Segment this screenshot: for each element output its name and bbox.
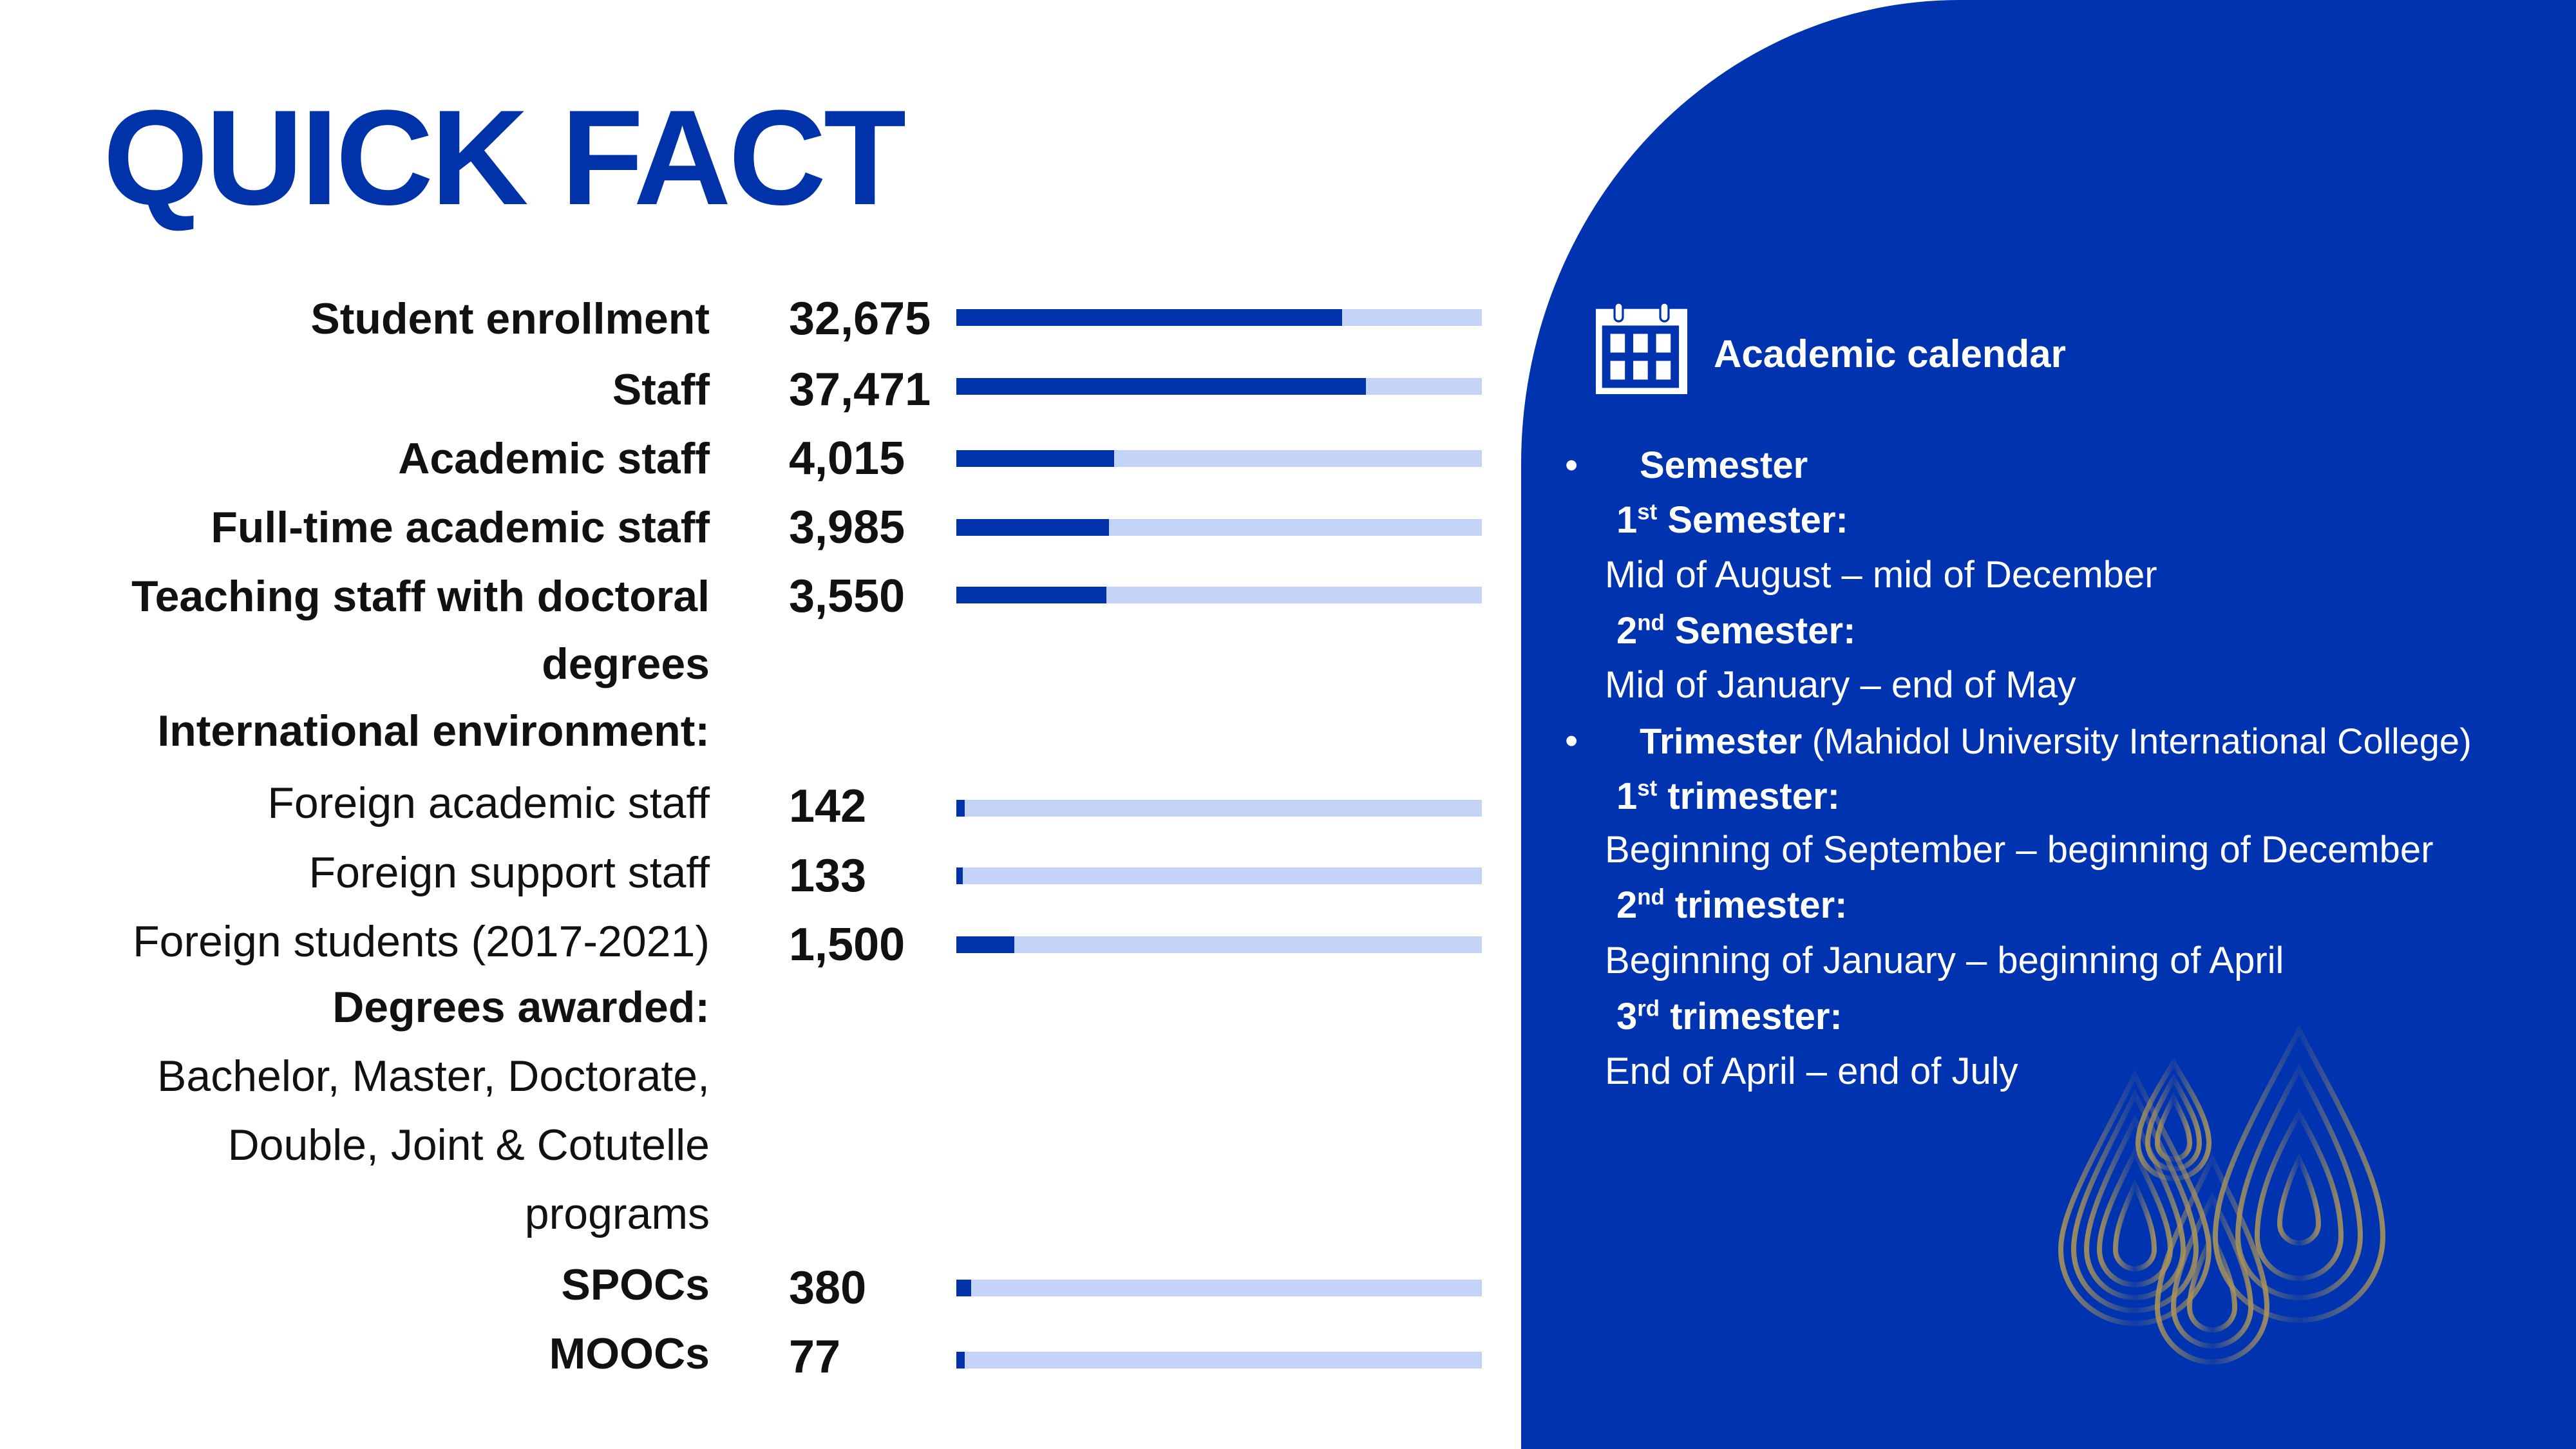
fact-bar-fill [956,1280,971,1296]
fact-label: Foreign support staff [308,848,710,897]
fact-bar-fill [956,309,1342,326]
fact-label: Full-time academic staff [211,503,710,552]
fact-value: 77 [789,1331,841,1383]
fact-value: 3,550 [789,571,905,622]
trimester-2-period: Beginning of January – beginning of Apri… [1605,940,2284,981]
fact-bar-fill [956,587,1106,603]
calendar-panel [1521,0,2576,1449]
fact-bar-fill [956,867,963,884]
bullet: • [1565,444,1578,486]
fact-value: 142 [789,781,867,832]
water-drop-decoration [2058,1025,2386,1365]
fact-label-cont: degrees [542,639,710,688]
fact-label: SPOCs [561,1260,710,1309]
fact-bar-fill [956,936,1014,953]
trimester-1-label: 1st trimester: [1616,775,1840,817]
fact-value: 3,985 [789,502,905,553]
fact-bar-fill [956,1352,965,1368]
fact-label: Foreign students (2017-2021) [133,917,710,966]
fact-label: Student enrollment [310,294,710,343]
bullet: • [1565,720,1578,762]
fact-bar-fill [956,519,1109,536]
semester-1-period: Mid of August – mid of December [1605,554,2157,596]
semester-2-label: 2nd Semester: [1616,610,1856,652]
fact-label: MOOCs [549,1329,710,1378]
semester-heading: Semester [1640,444,1808,486]
fact-bar [956,936,1482,953]
trimester-heading: Trimester (Mahidol University Internatio… [1640,721,2472,761]
fact-bar [956,519,1482,536]
fact-label: Teaching staff with doctoral [131,572,710,621]
page-title: QUICK FACT [103,82,906,233]
trimester-2-label: 2nd trimester: [1616,884,1848,926]
degrees-heading: Degrees awarded: [332,983,710,1032]
semester-2-period: Mid of January – end of May [1605,664,2076,706]
trimester-1-period: Beginning of September – beginning of De… [1605,829,2434,871]
fact-value: 1,500 [789,919,905,971]
fact-bar [956,450,1482,467]
fact-bar [956,378,1482,395]
fact-value: 32,675 [789,293,931,345]
fact-bar [956,1352,1482,1368]
international-heading: International environment: [157,706,710,755]
fact-bar [956,587,1482,603]
fact-bar [956,800,1482,817]
degrees-line: programs [524,1189,710,1238]
fact-label: Academic staff [398,434,710,483]
fact-value: 133 [789,850,867,902]
degrees-line: Double, Joint & Cotutelle [227,1121,710,1170]
fact-value: 37,471 [789,364,931,415]
degrees-line: Bachelor, Master, Doctorate, [157,1052,710,1101]
trimester-3-period: End of April – end of July [1605,1050,2018,1092]
fact-bar [956,309,1482,326]
fact-label: Foreign academic staff [267,779,710,828]
semester-1-label: 1st Semester: [1616,499,1848,541]
fact-value: 380 [789,1262,867,1314]
fact-value: 4,015 [789,433,905,484]
calendar-title: Academic calendar [1714,332,2066,375]
fact-bar-fill [956,800,965,817]
fact-label: Staff [612,365,710,414]
fact-bar [956,1280,1482,1296]
calendar-icon [1596,303,1687,394]
trimester-3-label: 3rd trimester: [1616,996,1842,1037]
fact-bar-fill [956,450,1114,467]
fact-bar-fill [956,378,1367,395]
fact-bar [956,867,1482,884]
